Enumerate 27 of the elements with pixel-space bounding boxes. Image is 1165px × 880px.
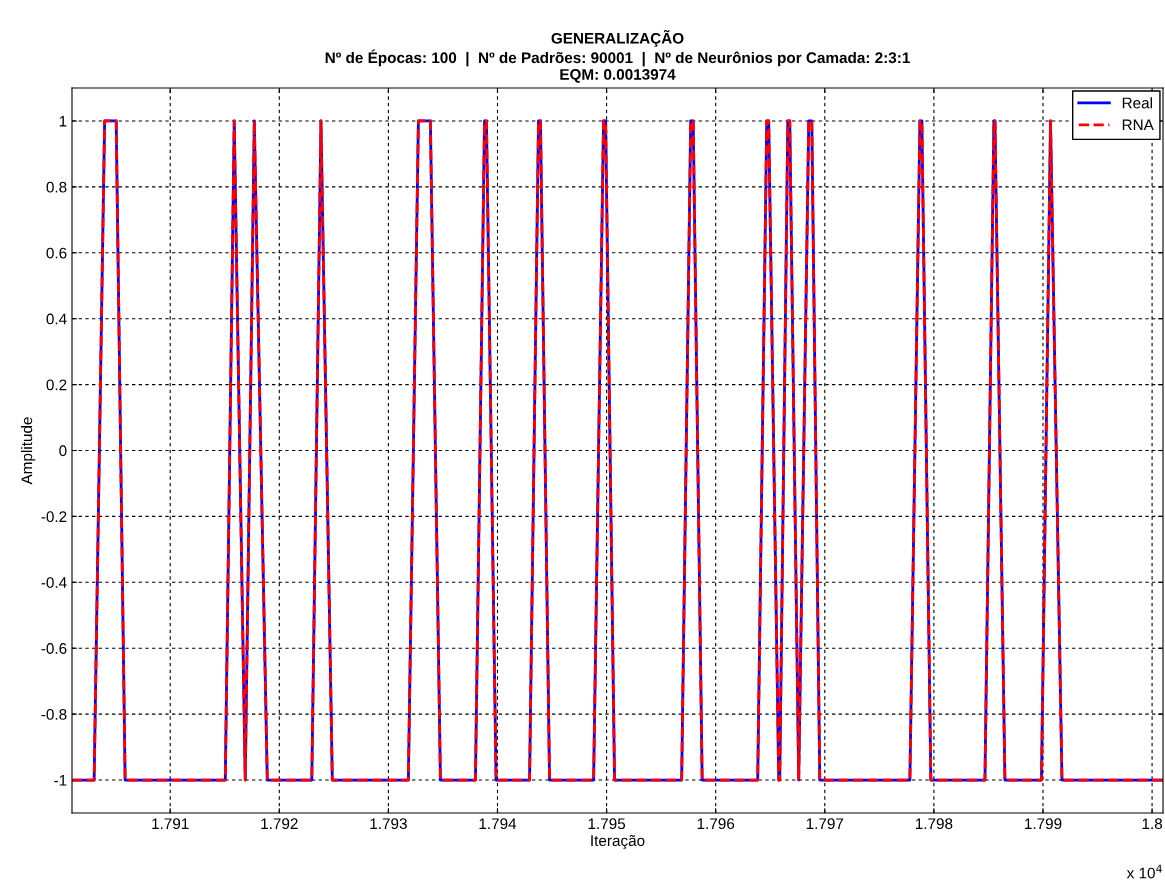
x-tick-label: 1.795 <box>588 818 626 830</box>
legend-label: RNA <box>1122 119 1154 131</box>
y-tick-label: 1 <box>59 115 67 127</box>
x-tick-label: 1.794 <box>479 818 517 830</box>
y-tick-label: -1 <box>54 775 67 786</box>
x-tick-label: 1.8 <box>1142 818 1163 830</box>
chart-title: GENERALIZAÇÃO Nº de Épocas: 100 | Nº de Padrões: 90001 | Nº de Neurônios por Camada: 2:3:1 EQM: 0.0013974 <box>325 29 910 83</box>
x-tick-label: 1.798 <box>915 818 953 830</box>
y-tick-label: 0.2 <box>46 379 67 391</box>
y-tick-label: -0.4 <box>41 577 67 588</box>
x-tick-label: 1.799 <box>1025 818 1062 830</box>
y-tick-label: 0.8 <box>46 181 67 193</box>
text: x 10$^{4}$ <box>1126 864 1162 879</box>
y-tick-label: 0.6 <box>46 247 67 259</box>
y-tick-label: -0.8 <box>41 709 67 720</box>
x-tick-label: 1.797 <box>806 818 844 830</box>
x-tick-label: 1.796 <box>697 818 735 830</box>
x-tick-label: 1.791 <box>152 818 189 830</box>
legend-label: Real <box>1122 97 1152 109</box>
y-tick-label: -0.6 <box>41 643 67 654</box>
y-tick-label: -0.2 <box>41 511 67 523</box>
y-tick-label: 0 <box>59 445 67 457</box>
x-axis-title: Iteração <box>591 834 645 850</box>
x-tick-label: 1.792 <box>261 818 298 830</box>
x-tick-label: 1.793 <box>370 818 407 830</box>
y-axis-title: Amplitude <box>21 417 36 485</box>
y-tick-label: 0.4 <box>46 313 67 325</box>
